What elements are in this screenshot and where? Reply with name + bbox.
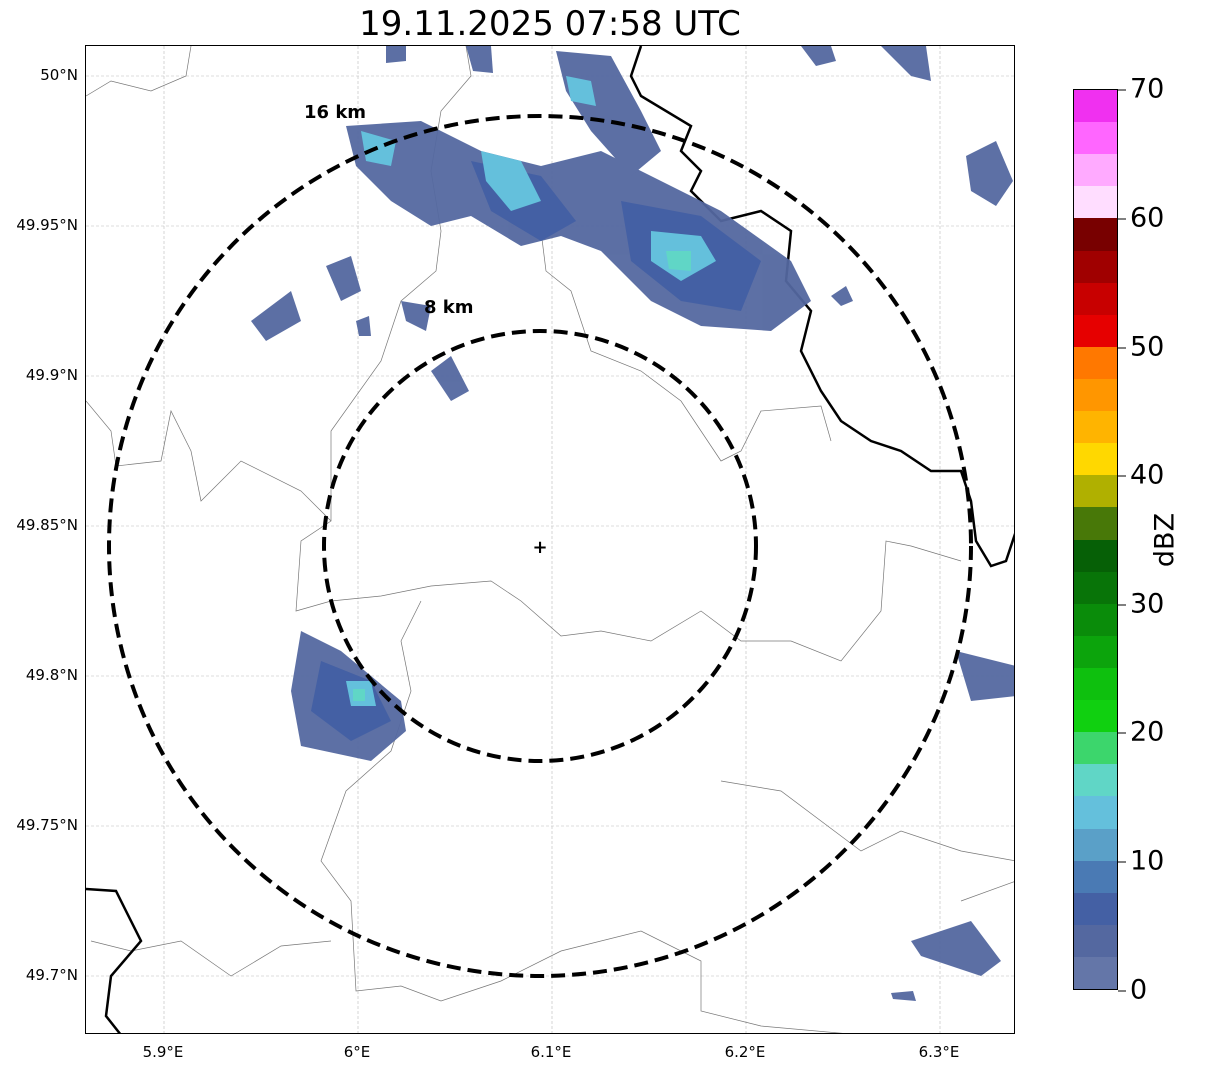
colorbar-segment <box>1074 346 1117 379</box>
colorbar-tick: 10 <box>1118 846 1164 877</box>
colorbar-segment <box>1074 154 1117 187</box>
colorbar-segment <box>1074 635 1117 668</box>
colorbar-tick: 70 <box>1118 74 1164 105</box>
colorbar-tick: 0 <box>1118 975 1147 1006</box>
country-borders <box>86 46 1014 1033</box>
lat-label: 49.9°N <box>25 366 78 384</box>
range-ring-16km <box>107 114 973 978</box>
colorbar-segment <box>1074 218 1117 251</box>
colorbar-tick: 40 <box>1118 460 1164 491</box>
colorbar-segment <box>1074 796 1117 829</box>
map-title: 19.11.2025 07:58 UTC <box>359 4 741 44</box>
colorbar-segment <box>1074 828 1117 861</box>
colorbar-segment <box>1074 667 1117 701</box>
lon-label: 6.1°E <box>530 1043 572 1061</box>
lon-label: 6°E <box>343 1043 371 1061</box>
range-rings <box>107 114 973 978</box>
colorbar-segment <box>1074 314 1117 347</box>
lat-label: 49.75°N <box>16 816 78 834</box>
lon-label: 5.9°E <box>142 1043 184 1061</box>
lat-label: 49.8°N <box>25 666 78 684</box>
colorbar-segment <box>1074 571 1117 604</box>
colorbar-tick: 30 <box>1118 589 1164 620</box>
colorbar-segment <box>1074 122 1117 155</box>
colorbar-unit: dBZ <box>1149 512 1181 568</box>
radar-site-marker: + <box>532 537 547 558</box>
range-ring-label-8km: 8 km <box>424 297 474 318</box>
radar-echoes <box>251 46 1014 1001</box>
range-ring-label-16km: 16 km <box>304 102 366 123</box>
lat-label: 49.95°N <box>16 216 78 234</box>
colorbar-segment <box>1074 956 1117 990</box>
colorbar-segment <box>1074 186 1117 219</box>
colorbar-segment <box>1074 539 1117 572</box>
lon-label: 6.2°E <box>724 1043 766 1061</box>
gridlines <box>86 46 1014 1033</box>
colorbar-segment <box>1074 860 1117 893</box>
map-canvas: 16 km 8 km + <box>86 46 1014 1033</box>
colorbar-segment <box>1074 924 1117 957</box>
colorbar-tick: 50 <box>1118 332 1164 363</box>
lon-label: 6.3°E <box>918 1043 960 1061</box>
colorbar-tick: 60 <box>1118 203 1164 234</box>
colorbar-segment <box>1074 507 1117 540</box>
radar-map[interactable]: 16 km 8 km + <box>85 45 1015 1034</box>
colorbar-segment <box>1074 443 1117 476</box>
lat-label: 50°N <box>40 66 78 84</box>
colorbar <box>1073 89 1118 990</box>
colorbar-segment <box>1074 892 1117 925</box>
colorbar-segment <box>1074 378 1117 412</box>
colorbar-tick: 20 <box>1118 717 1164 748</box>
range-ring-8km <box>322 329 758 763</box>
colorbar-segment <box>1074 732 1117 765</box>
colorbar-segment <box>1074 700 1117 733</box>
colorbar-segment <box>1074 603 1117 636</box>
colorbar-segment <box>1074 411 1117 444</box>
lat-label: 49.7°N <box>25 966 78 984</box>
colorbar-segment <box>1074 282 1117 315</box>
lat-label: 49.85°N <box>16 516 78 534</box>
colorbar-segment <box>1074 475 1117 508</box>
colorbar-segment <box>1074 250 1117 283</box>
colorbar-segment <box>1074 90 1117 123</box>
colorbar-segment <box>1074 764 1117 797</box>
